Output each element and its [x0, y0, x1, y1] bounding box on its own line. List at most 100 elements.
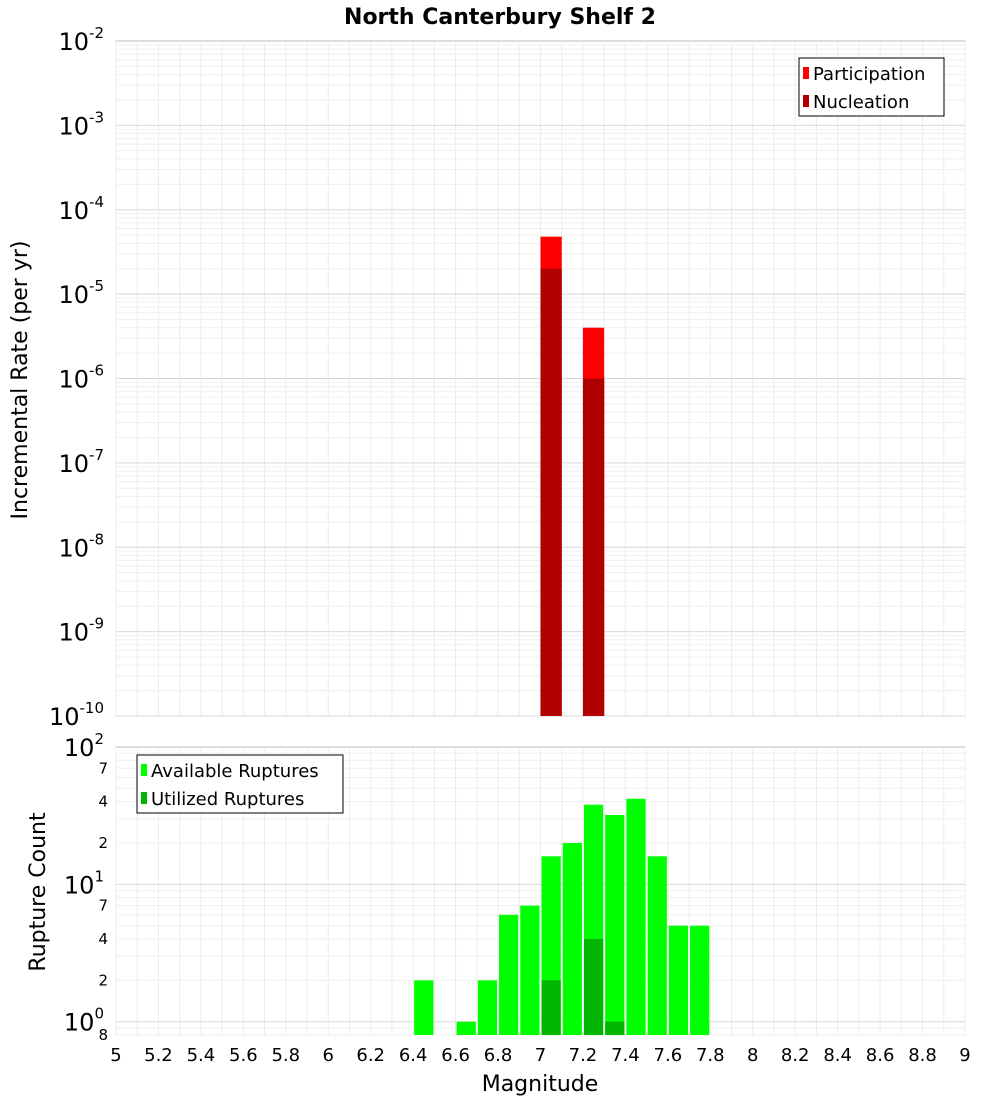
- available-ruptures-bar: [477, 980, 498, 1035]
- available-ruptures-bar: [520, 905, 540, 1035]
- tick-exponent: -2: [89, 24, 104, 42]
- top-y-tick-label: 10-6: [58, 362, 104, 394]
- x-tick-label: 6.6: [441, 1045, 470, 1066]
- available-ruptures-bar: [647, 856, 667, 1035]
- tick-base: 10: [58, 28, 89, 56]
- bottom-legend: Available Ruptures Utilized Ruptures: [136, 754, 344, 814]
- x-tick-label: 8: [747, 1045, 758, 1066]
- utilized-ruptures-bar: [605, 1021, 625, 1035]
- available-ruptures-bar: [668, 925, 689, 1035]
- chart-title: North Canterbury Shelf 2: [344, 5, 656, 30]
- top-bars: [540, 236, 605, 716]
- top-y-tick-label: 10-8: [58, 530, 104, 562]
- legend-swatch: [803, 67, 809, 79]
- top-y-tick-label: 10-10: [49, 699, 104, 731]
- bottom-y-tick-label: 101: [64, 867, 104, 899]
- x-tick-label: 7: [535, 1045, 546, 1066]
- tick-exponent: -7: [89, 446, 104, 464]
- legend-box: [798, 57, 945, 117]
- tick-exponent: -5: [89, 277, 104, 295]
- top-y-tick-label: 10-4: [58, 193, 104, 225]
- x-tick-label: 5.2: [144, 1045, 173, 1066]
- x-tick-label: 8.4: [823, 1045, 852, 1066]
- x-ticks: 5 5.2 5.4 5.6 5.8 6 6.2 6.4 6.6 6.8 7 7.2 7.4 7.6 7.8 8…: [110, 1045, 970, 1066]
- x-tick-label: 5: [110, 1045, 121, 1066]
- nucleation-bar: [540, 268, 562, 716]
- top-y-axis-label: Incremental Rate (per yr): [8, 241, 33, 520]
- bottom-bars: [414, 798, 710, 1035]
- top-y-tick-label: 10-7: [58, 446, 104, 478]
- tick-base: 10: [58, 534, 89, 562]
- x-tick-label: 6.4: [399, 1045, 428, 1066]
- tick-exponent: -8: [89, 530, 104, 548]
- x-tick-label: 5.4: [187, 1045, 216, 1066]
- tick-base: 10: [64, 1009, 95, 1037]
- available-ruptures-bar: [562, 843, 582, 1035]
- nucleation-bar: [582, 378, 605, 716]
- legend-box: [136, 754, 344, 814]
- x-tick-label: 9: [959, 1045, 970, 1066]
- tick-exponent: -3: [89, 108, 104, 126]
- bottom-y-minor-label: 2: [98, 971, 108, 989]
- tick-exponent: -10: [80, 699, 105, 717]
- top-y-tick-label: 10-3: [58, 108, 104, 140]
- tick-exponent: 1: [94, 867, 104, 885]
- bottom-y-minor-label: 8: [98, 1026, 108, 1044]
- bottom-y-minor-label: 4: [98, 793, 108, 811]
- tick-base: 10: [64, 734, 95, 762]
- tick-base: 10: [64, 871, 95, 899]
- legend-label: Nucleation: [813, 92, 909, 113]
- tick-base: 10: [58, 281, 89, 309]
- available-ruptures-bar: [414, 980, 434, 1035]
- available-ruptures-bar: [456, 1021, 476, 1035]
- tick-exponent: -4: [89, 193, 104, 211]
- x-tick-label: 7.4: [611, 1045, 640, 1066]
- x-axis-label: Magnitude: [482, 1072, 599, 1097]
- bottom-y-minor-label: 7: [98, 759, 108, 777]
- tick-exponent: -9: [89, 615, 104, 633]
- tick-exponent: 2: [94, 730, 104, 748]
- legend-swatch: [141, 792, 147, 804]
- utilized-ruptures-bar: [583, 939, 604, 1035]
- available-ruptures-bar: [690, 925, 710, 1035]
- legend-swatch: [141, 764, 147, 776]
- x-tick-label: 7.8: [696, 1045, 725, 1066]
- bottom-y-minor-label: 2: [98, 834, 108, 852]
- tick-base: 10: [49, 703, 80, 731]
- available-ruptures-bar: [605, 814, 625, 1035]
- legend-label: Utilized Ruptures: [151, 789, 304, 810]
- top-y-ticks: 10-210-310-410-510-610-710-810-910-10: [49, 24, 104, 731]
- tick-base: 10: [58, 619, 89, 647]
- available-ruptures-bar: [626, 798, 646, 1035]
- bottom-y-minor-label: 7: [98, 897, 108, 915]
- legend-label: Available Ruptures: [151, 761, 319, 782]
- bottom-y-tick-label: 100: [64, 1005, 104, 1037]
- utilized-ruptures-bar: [541, 980, 561, 1035]
- top-y-tick-label: 10-5: [58, 277, 104, 309]
- legend-swatch: [803, 95, 809, 107]
- x-tick-label: 7.2: [569, 1045, 598, 1066]
- tick-base: 10: [58, 112, 89, 140]
- x-tick-label: 8.6: [866, 1045, 895, 1066]
- bottom-y-minor-label: 4: [98, 930, 108, 948]
- x-tick-label: 8.2: [781, 1045, 810, 1066]
- x-tick-label: 7.6: [654, 1045, 683, 1066]
- bottom-y-tick-label: 102: [64, 730, 104, 762]
- x-tick-label: 6.8: [484, 1045, 513, 1066]
- available-ruptures-bar: [499, 914, 519, 1035]
- top-y-tick-label: 10-2: [58, 24, 104, 56]
- tick-exponent: -6: [89, 362, 104, 380]
- x-tick-label: 6.2: [356, 1045, 385, 1066]
- bottom-y-axis-label: Rupture Count: [26, 812, 51, 972]
- tick-exponent: 0: [94, 1005, 104, 1023]
- x-tick-label: 6: [323, 1045, 334, 1066]
- top-legend: Participation Nucleation: [798, 57, 945, 117]
- top-y-tick-label: 10-9: [58, 615, 104, 647]
- tick-base: 10: [58, 450, 89, 478]
- legend-label: Participation: [813, 64, 925, 85]
- tick-base: 10: [58, 366, 89, 394]
- tick-base: 10: [58, 197, 89, 225]
- x-tick-label: 5.6: [229, 1045, 258, 1066]
